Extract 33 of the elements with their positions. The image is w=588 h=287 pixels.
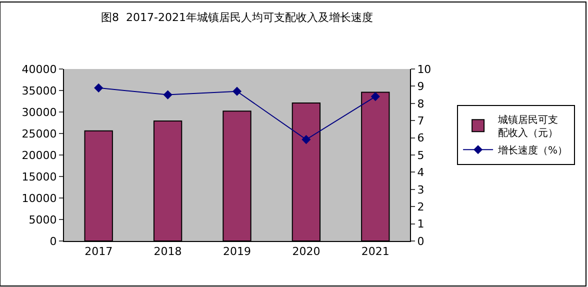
point — [302, 134, 311, 144]
y-tick-label: 25000 — [22, 127, 57, 140]
x-tick-label: 2019 — [223, 245, 251, 258]
y-tick-label: 40000 — [22, 62, 57, 76]
y2-tick-label: 10 — [417, 62, 432, 76]
y-tick-label: 5000 — [28, 213, 57, 226]
point — [163, 90, 172, 100]
y2-tick-label: 2 — [417, 200, 424, 214]
y2-tick-label: 9 — [417, 80, 424, 94]
point — [232, 86, 242, 96]
y-tick-label: 10000 — [22, 192, 57, 205]
y2-tick-label: 4 — [417, 166, 424, 180]
x-tick-label: 2020 — [292, 245, 320, 258]
y-tick-label: 0 — [50, 234, 57, 248]
y-tick-label: 35000 — [22, 84, 57, 98]
y2-tick-label: 6 — [417, 132, 424, 145]
x-tick-label: 2021 — [361, 245, 390, 258]
y2-tick-label: 7 — [417, 114, 424, 128]
point — [94, 83, 104, 92]
y2-tick-label: 0 — [417, 234, 424, 248]
y-tick-label: 20000 — [22, 148, 57, 162]
y2-tick-label: 3 — [417, 183, 424, 196]
y2-tick-label: 5 — [417, 148, 424, 162]
x-tick-label: 2017 — [84, 245, 113, 258]
point — [370, 92, 380, 102]
legend-label: 增长速度（%） — [497, 144, 568, 157]
y-tick-label: 30000 — [22, 106, 57, 119]
legend-label: 城镇居民可支配收入（元） — [497, 114, 558, 140]
x-tick-label: 2018 — [154, 245, 182, 258]
y-tick-label: 15000 — [22, 170, 57, 184]
y2-tick-label: 8 — [417, 97, 424, 110]
chart-title: 图8 2017-2021年城镇居民人均可支配收入及增长速度 — [101, 10, 373, 24]
y2-tick-label: 1 — [417, 218, 424, 231]
